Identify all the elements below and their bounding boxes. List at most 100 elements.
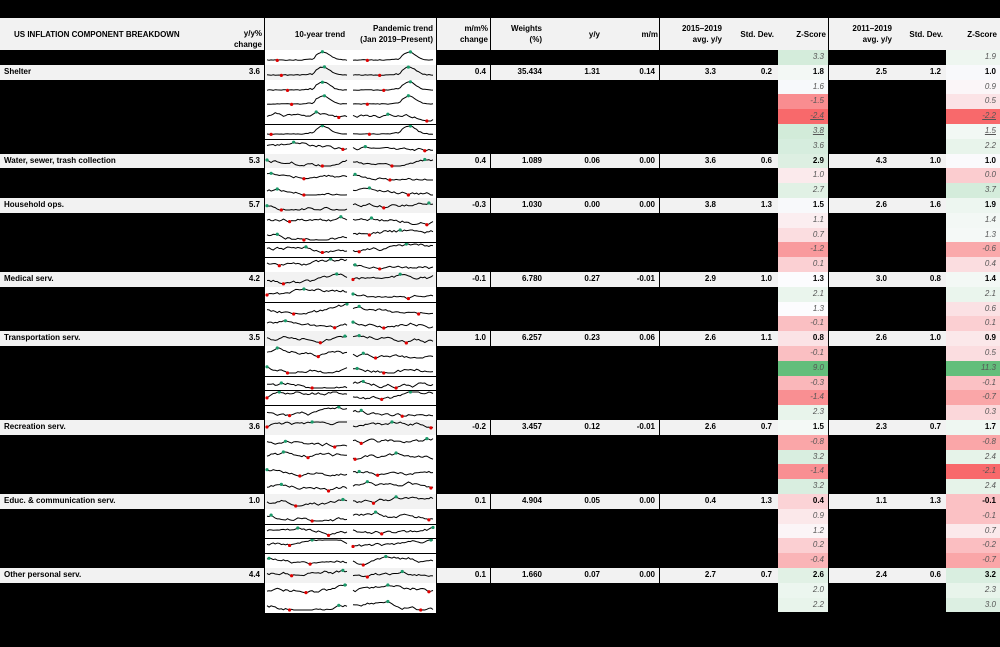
zscore-1119: 1.9: [946, 50, 1000, 65]
zscore-1119: 0.9: [946, 79, 1000, 95]
peak-marker-icon: [408, 50, 413, 54]
peak-marker-icon: [343, 334, 347, 338]
zscore-1119: -0.8: [946, 434, 1000, 450]
peak-marker-icon: [431, 525, 435, 529]
zscore-1519: 0.4: [778, 494, 828, 509]
header-mm-text: m/m: [641, 29, 658, 39]
sparkline-10yr: [266, 81, 348, 91]
peak-marker-icon: [386, 583, 390, 587]
sparkline-10yr: [266, 347, 348, 358]
peak-marker-icon: [400, 569, 404, 574]
stats-2-bg: [829, 153, 946, 169]
header-title: US INFLATION COMPONENT BREAKDOWN: [14, 18, 244, 50]
category-name: Recreation serv.: [0, 420, 264, 435]
avg-1119-value: 2.6: [875, 333, 887, 343]
peak-marker-icon: [369, 216, 374, 220]
column-divider: [490, 272, 491, 287]
trough-marker-icon: [277, 264, 281, 268]
trough-marker-icon: [337, 116, 341, 120]
peak-marker-icon: [269, 172, 273, 176]
trough-marker-icon: [310, 519, 314, 523]
peak-marker-icon: [296, 525, 300, 530]
header-zscore-2: Z-Score: [945, 18, 997, 50]
peak-marker-icon: [310, 538, 314, 542]
std-dev-2-value: 1.3: [929, 496, 941, 505]
sparkline-pandemic: [352, 511, 434, 521]
std-dev-2-value: 0.8: [929, 274, 941, 283]
peak-marker-icon: [386, 112, 390, 116]
trough-marker-icon: [382, 371, 386, 375]
sparkline-pandemic: [352, 273, 434, 280]
zscore-1119: -2.2: [946, 109, 1000, 124]
mm-change-value: 1.0: [437, 331, 490, 346]
sparkline-10yr: [266, 527, 348, 536]
stats-2-bg: [829, 272, 946, 287]
peak-marker-icon: [339, 214, 343, 219]
sparkline-pandemic: [352, 380, 434, 389]
mm-change-value: -0.2: [437, 420, 490, 435]
sparkline-pandemic: [352, 391, 434, 401]
zscore-1119: 0.4: [946, 257, 1000, 272]
sparkline-10yr: [266, 604, 348, 611]
yy-change-value: 3.6: [248, 66, 260, 76]
weights-value: 6.780: [521, 274, 542, 283]
sparkline-divider: [265, 242, 436, 244]
trough-marker-icon: [285, 88, 290, 92]
trough-marker-icon: [417, 311, 421, 316]
avg-1519-value: 3.6: [704, 155, 716, 165]
zscore-1519: 3.2: [778, 449, 828, 465]
header-avg-1519: 2015–2019 avg. y/y: [665, 18, 722, 50]
sparkline-pair: [265, 139, 436, 154]
peak-marker-icon: [429, 538, 433, 542]
header-divider: [264, 18, 265, 50]
subcategory-row: 1.1 1.4: [0, 212, 1000, 228]
title-text: US INFLATION COMPONENT BREAKDOWN: [14, 29, 180, 39]
yy-value: 0.06: [584, 155, 600, 165]
sparkline-10yr: [266, 514, 348, 522]
category-row: Medical serv. 4.2 -0.1 6.780 0.27 -0.01 2.9 1.0…: [0, 272, 1000, 287]
trough-marker-icon: [294, 504, 298, 508]
zscore-1119: -0.6: [946, 242, 1000, 258]
peak-marker-icon: [384, 555, 388, 559]
stats-1-bg: [660, 272, 778, 287]
subcategory-row: -0.4 -0.7: [0, 553, 1000, 568]
trough-marker-icon: [404, 341, 408, 345]
peak-marker-icon: [386, 599, 390, 603]
sparkline-pandemic: [352, 481, 434, 489]
zscore-1519: -1.2: [778, 242, 828, 258]
avg-1119-value: 1.1: [875, 496, 887, 505]
sparkline-pandemic: [352, 584, 434, 593]
sparkline-divider: [265, 301, 436, 303]
zscore-1119: 0.5: [946, 94, 1000, 110]
zscore-1519: 1.5: [778, 198, 828, 213]
weights-value: 4.904: [521, 496, 542, 505]
subcategory-row: 3.2 2.4: [0, 479, 1000, 494]
std-dev-2-value: 1.0: [929, 333, 941, 343]
sparkline-pair: [265, 568, 436, 583]
sparkline-pandemic: [352, 95, 434, 106]
zscore-1119: -0.1: [946, 508, 1000, 524]
column-divider: [659, 64, 660, 80]
category-row: Recreation serv. 3.6 -0.2 3.457 0.12 -0.01 2.6…: [0, 420, 1000, 435]
category-name: Educ. & communication serv.: [0, 494, 264, 509]
header-std-dev-2-text: Std. Dev.: [909, 29, 943, 39]
sparkline-pandemic: [352, 409, 434, 417]
trough-marker-icon: [394, 385, 398, 390]
trough-marker-icon: [361, 563, 365, 567]
sparkline-pair: [265, 494, 436, 509]
stats-1-bg: [660, 64, 778, 80]
sparkline-10yr: [266, 498, 348, 507]
sparkline-10yr: [266, 406, 348, 417]
sparkline-pair: [265, 153, 436, 169]
sparkline-10yr: [266, 569, 348, 577]
std-dev-1-value: 1.3: [760, 200, 772, 209]
sparkline-10yr: [266, 95, 348, 106]
category-name: Medical serv.: [0, 272, 264, 287]
subcategory-row: 2.2 3.0: [0, 597, 1000, 613]
peak-marker-icon: [408, 124, 413, 128]
sparkline-pair: [265, 213, 436, 228]
sparkline-pair: [265, 479, 436, 494]
header-yy-change: y/y% change: [215, 18, 262, 50]
column-divider: [659, 153, 660, 169]
subcategory-row: -1.5 0.5: [0, 94, 1000, 110]
